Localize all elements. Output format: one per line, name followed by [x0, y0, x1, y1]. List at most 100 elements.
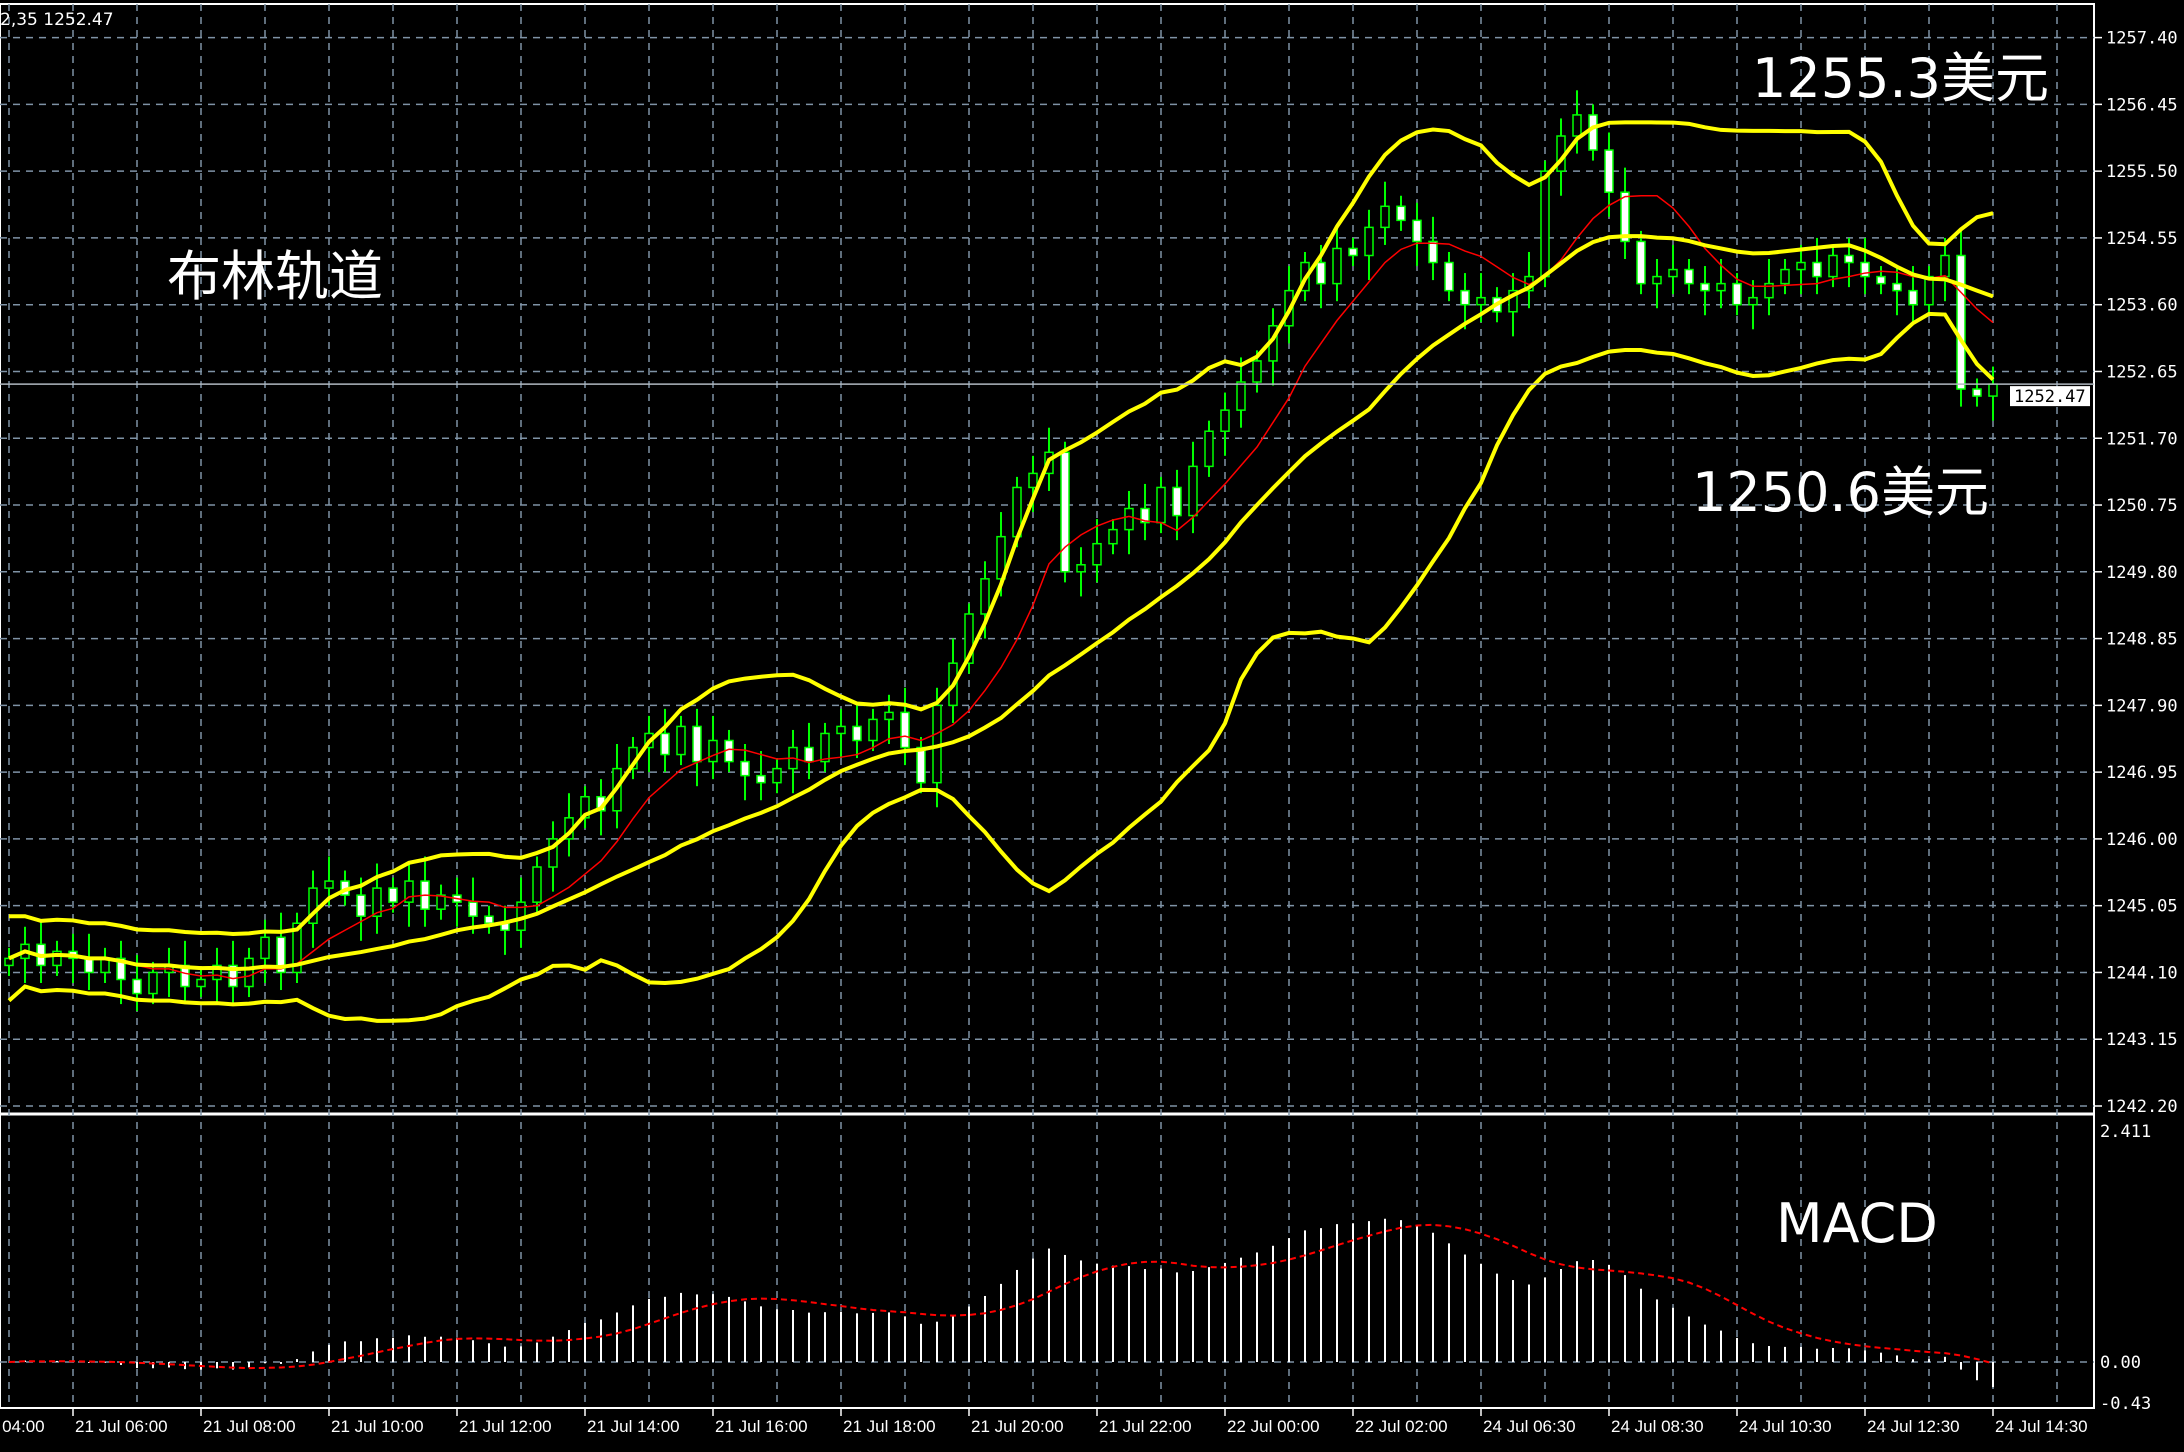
candle	[164, 947, 174, 998]
candle-body	[1396, 205, 1406, 222]
candle	[1444, 251, 1454, 302]
candle	[756, 751, 766, 801]
candle	[564, 793, 574, 857]
candle-body	[388, 887, 398, 903]
candle	[1060, 441, 1070, 583]
candle-body	[1140, 507, 1150, 524]
candle-body	[1060, 451, 1070, 573]
candle-body	[116, 957, 126, 981]
candle	[1220, 392, 1230, 456]
candle-body	[244, 957, 254, 988]
price-tick-label: 1245.05	[2106, 897, 2178, 917]
candle-body	[884, 711, 894, 721]
candle	[1428, 216, 1438, 281]
candle	[1972, 378, 1982, 407]
candle-body	[548, 838, 558, 868]
candle	[420, 856, 430, 927]
candle-body	[1796, 261, 1806, 271]
candle	[1636, 230, 1646, 295]
candle	[676, 715, 686, 766]
candle	[1764, 259, 1774, 316]
candle-body	[132, 978, 142, 995]
candle-body	[1540, 170, 1550, 278]
time-tick-label: 24 Jul 06:30	[1483, 1417, 1576, 1436]
candle	[1076, 547, 1086, 597]
macd-label: MACD	[1776, 1192, 1938, 1255]
candle-body	[292, 922, 302, 974]
candle	[436, 884, 446, 920]
candle-body	[1924, 275, 1934, 306]
candle	[484, 905, 494, 934]
time-tick-label: 21 Jul 12:00	[459, 1417, 552, 1436]
candle-body	[1636, 240, 1646, 285]
time-tick-label: 21 Jul 22:00	[1099, 1417, 1192, 1436]
candle-body	[1076, 564, 1086, 573]
candle	[100, 947, 110, 983]
candle-body	[1172, 486, 1182, 517]
time-tick-label: 21 Jul 14:00	[587, 1417, 680, 1436]
candle-body	[1508, 289, 1518, 313]
macd-tick-label: 2.411	[2100, 1122, 2151, 1142]
candle-body	[1876, 275, 1886, 285]
candle-body	[324, 880, 334, 889]
candle-body	[148, 971, 158, 995]
upper-price-label: 1255.3美元	[1752, 47, 2049, 110]
candle-body	[308, 887, 318, 924]
candle	[1364, 209, 1374, 281]
candle	[836, 708, 846, 759]
candle	[740, 744, 750, 801]
candle	[52, 940, 62, 976]
candle	[1092, 519, 1102, 583]
bollinger-lower-band	[7, 311, 1995, 1023]
candle-body	[468, 901, 478, 917]
candle	[228, 940, 238, 1005]
candle-body	[740, 760, 750, 777]
candle	[356, 877, 366, 941]
price-tick-label: 1248.85	[2106, 630, 2178, 650]
candle-body	[1844, 254, 1854, 264]
candle	[1780, 259, 1790, 295]
candle	[1924, 266, 1934, 316]
price-tick-label: 1250.75	[2106, 496, 2178, 516]
candle-body	[1156, 486, 1166, 524]
price-tick-label: 1246.95	[2106, 763, 2178, 783]
candle	[692, 708, 702, 787]
lower-price-label: 1250.6美元	[1692, 461, 1989, 524]
time-tick-label: 21 Jul 08:00	[203, 1417, 296, 1436]
candle-body	[1716, 282, 1726, 292]
time-tick-label: 21 Jul 18:00	[843, 1417, 936, 1436]
bollinger-upper-band	[9, 120, 1994, 937]
current-price-label: 1252.47	[2014, 387, 2086, 407]
candle	[36, 919, 46, 983]
candle-body	[84, 957, 94, 974]
candle	[1860, 237, 1870, 295]
price-tick-label: 1253.60	[2106, 296, 2178, 316]
chart-info: 2,35 1252.47	[0, 10, 114, 30]
candle-body	[1652, 275, 1662, 285]
time-tick-label: 21 Jul 16:00	[715, 1417, 808, 1436]
candle-body	[692, 725, 702, 763]
candle	[1204, 420, 1214, 477]
candle	[212, 947, 222, 1005]
candle	[1892, 266, 1902, 316]
candle	[1124, 490, 1134, 555]
candle	[1396, 195, 1406, 231]
candle	[244, 947, 254, 998]
candle	[1956, 230, 1966, 407]
candle	[1108, 519, 1118, 555]
candle-body	[1428, 240, 1438, 264]
candle-body	[356, 894, 366, 917]
candle	[116, 940, 126, 1005]
candle-body	[1972, 388, 1982, 397]
candle	[1796, 244, 1806, 295]
time-tick-label: 24 Jul 08:30	[1611, 1417, 1704, 1436]
candle-body	[980, 578, 990, 615]
candle-body	[1364, 226, 1374, 257]
candle-body	[1940, 254, 1950, 278]
candle-body	[1828, 254, 1838, 278]
time-tick-label: 24 Jul 10:30	[1739, 1417, 1832, 1436]
moving-average-line	[8, 195, 1994, 980]
candle	[20, 926, 30, 983]
candle	[452, 877, 462, 927]
